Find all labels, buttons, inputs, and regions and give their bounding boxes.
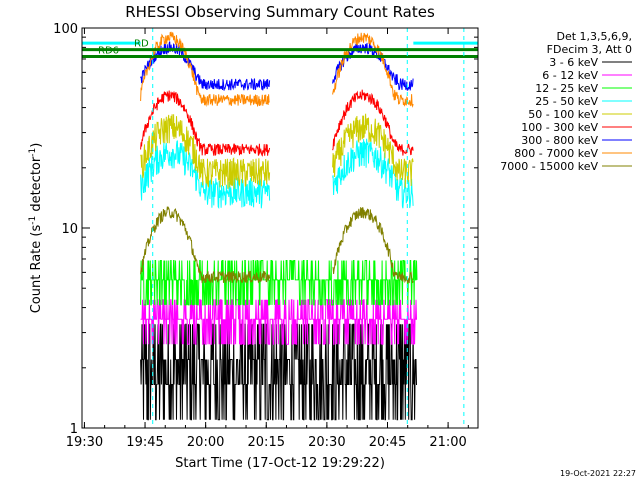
- x-tick-label: 20:00: [187, 435, 224, 450]
- y-axis: 1 10 100: [53, 22, 478, 437]
- series-line-8: [140, 206, 414, 284]
- legend-header-line-2: FDecim 3, Att 0: [547, 43, 632, 56]
- legend: Det 1,3,5,6,9, FDecim 3, Att 0 3 - 6 keV…: [500, 30, 632, 173]
- x-axis: 19:30 19:45 20:00 20:15 20:30 20:45 21:00: [66, 28, 469, 450]
- series-line-5: [140, 89, 414, 157]
- y-axis-label-sup: -1: [28, 148, 38, 157]
- y-tick-label: 100: [53, 22, 78, 37]
- y-axis-label-part: detector: [29, 156, 44, 216]
- series-line-0: [140, 323, 417, 421]
- y-axis-label-part: Count Rate (s: [29, 225, 44, 314]
- series-line-2: [140, 260, 418, 306]
- legend-entry-label: 50 - 100 keV: [528, 108, 598, 121]
- x-axis-label: Start Time (17-Oct-12 19:29:22): [175, 456, 385, 471]
- legend-entry-label: 12 - 25 keV: [535, 82, 598, 95]
- legend-entry-label: 300 - 800 keV: [521, 134, 598, 147]
- series-line-1: [140, 299, 417, 345]
- attenuator-label-1: RD: [134, 39, 149, 50]
- x-tick-label: 20:30: [308, 435, 345, 450]
- legend-entry-label: 100 - 300 keV: [521, 121, 598, 134]
- legend-entry-label: 3 - 6 keV: [549, 56, 598, 69]
- x-tick-label: 21:00: [429, 435, 466, 450]
- y-tick-label: 10: [61, 222, 78, 237]
- series-group: RD6RD: [82, 28, 478, 428]
- chart-title: RHESSI Observing Summary Count Rates: [125, 3, 435, 21]
- y-tick-label: 1: [70, 422, 78, 437]
- y-axis-label: Count Rate (s-1 detector-1): [28, 143, 44, 314]
- x-tick-label: 19:45: [126, 435, 163, 450]
- legend-header-line-1: Det 1,3,5,6,9,: [556, 30, 632, 43]
- series-line-4: [140, 113, 414, 189]
- y-axis-label-sup: -1: [28, 216, 38, 225]
- x-tick-label: 19:30: [66, 435, 103, 450]
- series-line-3: [140, 138, 414, 210]
- y-axis-label-part: ): [29, 143, 44, 148]
- series-line-7: [140, 31, 414, 108]
- x-tick-label: 20:45: [369, 435, 406, 450]
- legend-entry-label: 7000 - 15000 keV: [500, 160, 598, 173]
- legend-entry-label: 25 - 50 keV: [535, 95, 598, 108]
- timestamp: 19-Oct-2021 22:27: [560, 469, 636, 478]
- plot-area: RD6RD: [82, 28, 478, 428]
- x-tick-label: 20:15: [248, 435, 285, 450]
- legend-entry-label: 800 - 7000 keV: [514, 147, 598, 160]
- legend-entry-label: 6 - 12 keV: [542, 69, 598, 82]
